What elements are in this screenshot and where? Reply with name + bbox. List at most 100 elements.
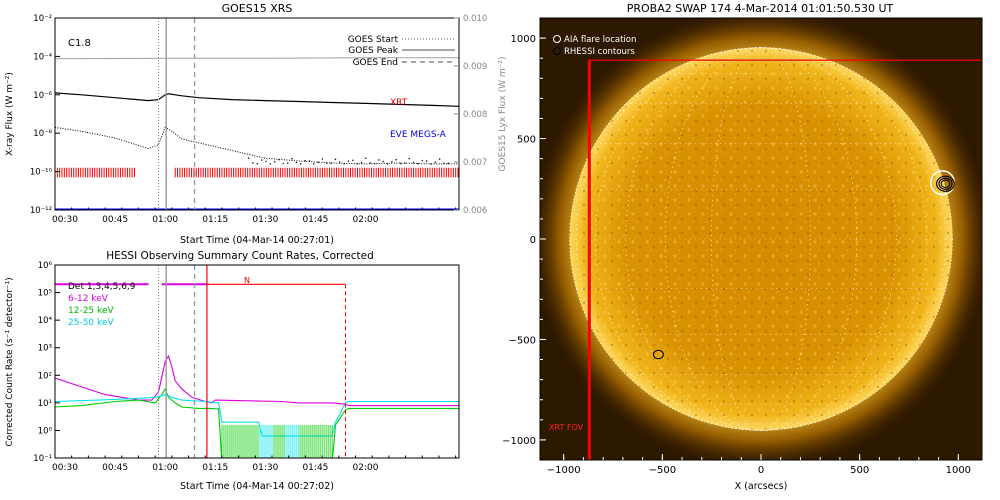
swap-xlabel: X (arcsecs): [735, 481, 788, 492]
hessi-series-line: [55, 387, 459, 458]
goes-series-line: [55, 92, 459, 107]
goes-noise-point: [291, 157, 293, 160]
hessi-x-tick-label: 01:45: [302, 463, 328, 473]
hessi-plot-area: [55, 265, 459, 458]
hessi-plot-frame: [54, 264, 460, 459]
goes-y-right-tick-label: 0.010: [463, 14, 487, 24]
swap-y-tick-label: −500: [509, 335, 536, 346]
swap-x-tick-label: 0: [758, 465, 764, 476]
goes-noise-point: [295, 161, 298, 164]
goes-xlabel: Start Time (04-Mar-14 00:27:01): [180, 235, 334, 246]
goes-x-tick-label: 01:00: [152, 215, 178, 225]
legend-12-25kev: 12-25 keV: [68, 306, 114, 316]
hessi-x-tick-label: 00:30: [52, 463, 78, 473]
goes-noise-point: [286, 162, 289, 164]
hessi-x-tick-label: 01:00: [152, 463, 178, 473]
swap-y-axis: −1000 −500 0 500 1000: [502, 34, 546, 447]
hessi-panel: HESSI Observing Summary Count Rates, Cor…: [5, 250, 460, 492]
legend-goes-start: GOES Start: [348, 35, 399, 45]
goes-plot-frame: [54, 17, 460, 211]
hessi-y-tick-label: 10⁻¹: [33, 454, 52, 464]
goes-ylabel-right: GOES15 Lyx Flux (W m⁻²): [498, 57, 508, 172]
goes-y-tick-label: 10⁻⁴: [33, 52, 52, 62]
goes-noise-point: [347, 160, 350, 162]
legend-goes-peak: GOES Peak: [348, 46, 398, 56]
goes-x-axis: 00:30 00:45 01:00 01:15 01:30 01:45 02:00: [52, 207, 457, 225]
swap-x-tick-label: −1000: [547, 465, 581, 476]
goes-xrs-panel: GOES15 XRS 00:30 00:45 01:00 01:15 01:30 01:4…: [5, 2, 508, 246]
legend-goes-end: GOES End: [353, 58, 398, 68]
hessi-y-tick-label: 10⁵: [38, 289, 52, 299]
goes-x-tick-label: 00:45: [102, 215, 128, 225]
goes-noise-point: [330, 162, 332, 165]
goes-noise-point: [334, 158, 337, 161]
goes-noise-point: [373, 162, 376, 165]
rhessi-contour: [938, 177, 953, 190]
goes-noise-point: [247, 157, 250, 160]
legend-rhessi: RHESSI contours: [564, 47, 635, 57]
hessi-y-tick-label: 10⁰: [38, 426, 53, 436]
goes-noise-point: [443, 162, 445, 165]
goes-noise-point: [278, 158, 280, 161]
goes-noise-point: [391, 160, 393, 163]
hessi-x-tick-label: 02:00: [353, 463, 379, 473]
flare-class-label: C1.8: [68, 38, 91, 49]
hessi-x-axis: 00:30 00:45 01:00 01:15 01:30 01:45 02:00: [52, 455, 457, 473]
swap-y-tick-label: 500: [517, 135, 536, 146]
goes-y-tick-label: 10⁻¹⁰: [30, 168, 53, 178]
goes-noise-point: [343, 163, 345, 165]
goes-legend: GOES Start GOES Peak GOES End: [348, 35, 455, 68]
goes-noise-point: [412, 161, 415, 164]
goes-y-axis: 10⁻² 10⁻⁴ 10⁻⁶ 10⁻⁸ 10⁻¹⁰ 10⁻¹²: [30, 14, 60, 216]
goes-noise-point: [312, 163, 315, 165]
legend-25-50kev: 25-50 keV: [68, 318, 114, 328]
goes-plot-area: [55, 18, 459, 210]
hessi-y-tick-label: 10²: [38, 371, 52, 381]
xrt-fov-label: XRT FOV: [549, 423, 584, 432]
goes-noise-point: [408, 157, 411, 160]
night-label: N: [244, 276, 250, 285]
heliographic-grid: [569, 47, 953, 431]
goes-noise-point: [265, 160, 267, 163]
goes-ylabel: X-ray Flux (W m⁻²): [5, 72, 15, 156]
goes-y-right-tick-label: 0.007: [463, 158, 487, 168]
rhessi-contour: [940, 179, 951, 188]
hessi-legend: Det 1,3,4,5,6,9 6-12 keV 12-25 keV 25-50…: [68, 282, 136, 328]
goes-noise-point: [304, 159, 306, 162]
goes-noise-point: [417, 162, 419, 165]
swap-x-axis: −1000 −500 0 500 1000: [547, 454, 971, 476]
swap-legend: AIA flare location RHESSI contours: [553, 35, 636, 57]
goes-noise-point: [269, 163, 272, 165]
goes-x-tick-label: 00:30: [52, 215, 78, 225]
goes-noise-point: [425, 160, 428, 162]
hessi-y-tick-label: 10³: [38, 344, 52, 354]
goes-noise-point: [282, 162, 285, 165]
goes-series-line: [55, 57, 459, 60]
swap-y-tick-label: 0: [530, 235, 536, 246]
goes-noise-point: [252, 162, 254, 164]
swap-y-tick-label: −1000: [502, 436, 536, 447]
goes-y-tick-label: 10⁻¹²: [30, 206, 52, 216]
goes-noise-point: [339, 161, 341, 163]
rhessi-contour-group: [652, 175, 955, 360]
hessi-x-tick-label: 01:15: [202, 463, 228, 473]
hessi-series-line: [55, 354, 459, 407]
goes-noise-point: [325, 162, 328, 165]
goes-noise-point: [438, 158, 441, 160]
hessi-xlabel: Start Time (04-Mar-14 00:27:02): [180, 481, 334, 492]
hessi-y-tick-label: 10¹: [38, 399, 52, 409]
xrt-annotation: XRT: [390, 98, 408, 108]
goes-x-tick-label: 02:00: [353, 215, 379, 225]
goes-noise-point: [421, 159, 424, 162]
longitude-line: [575, 47, 947, 431]
legend-rhessi-marker: [553, 47, 561, 55]
goes-noise-point: [399, 162, 402, 165]
goes-noise-point: [299, 163, 302, 165]
goes-y-tick-label: 10⁻²: [33, 14, 52, 24]
hessi-y-tick-label: 10⁶: [38, 261, 53, 271]
eve-annotation: EVE MEGS-A: [390, 130, 447, 140]
goes-noise-point: [395, 158, 398, 161]
swap-x-tick-label: 1000: [946, 465, 971, 476]
goes-noise-point: [317, 161, 319, 164]
